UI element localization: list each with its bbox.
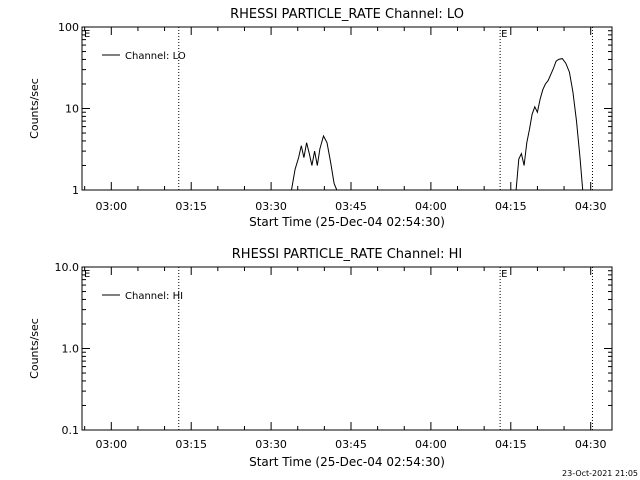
marker-label: E [501,269,507,280]
y-axis-label: Counts/sec [28,78,41,139]
x-tick-label: 04:15 [495,200,527,213]
chart-title: RHESSI PARTICLE_RATE Channel: LO [230,7,464,22]
x-axis-label: Start Time (25-Dec-04 02:54:30) [249,215,445,229]
x-tick-label: 03:30 [255,200,287,213]
x-tick-label: 03:00 [95,200,127,213]
x-tick-label: 04:15 [495,438,527,451]
series-line [291,134,338,191]
y-tick-label: 0.1 [62,424,80,437]
x-tick-label: 03:15 [175,438,207,451]
panel-hi: RHESSI PARTICLE_RATE Channel: HI Counts/s… [28,247,613,469]
marker-label: E [84,269,90,280]
x-tick-label: 04:30 [575,438,607,451]
x-tick-label: 04:00 [415,438,447,451]
x-tick-label: 03:00 [95,438,127,451]
chart-title: RHESSI PARTICLE_RATE Channel: HI [232,247,462,262]
legend-label: Channel: LO [125,51,186,62]
x-tick-label: 03:15 [175,200,207,213]
legend-label: Channel: HI [125,291,183,302]
x-tick-label: 04:00 [415,200,447,213]
x-tick-label: 03:45 [335,438,367,451]
marker-label: E [501,29,507,40]
x-tick-label: 03:45 [335,200,367,213]
y-axis-label: Counts/sec [28,318,41,379]
series-line [515,58,584,191]
x-tick-label: 03:30 [255,438,287,451]
y-tick-label: 1.0 [62,343,80,356]
y-tick-label: 10 [65,103,79,116]
marker-label: E [84,29,90,40]
x-tick-label: 04:30 [575,200,607,213]
y-tick-label: 1 [72,184,79,197]
y-tick-label: 100 [58,21,79,34]
x-axis-label: Start Time (25-Dec-04 02:54:30) [249,455,445,469]
panel-lo: RHESSI PARTICLE_RATE Channel: LO Counts/s… [28,7,613,229]
footer-timestamp: 23-Oct-2021 21:05 [562,469,638,478]
y-tick-label: 10.0 [55,261,80,274]
